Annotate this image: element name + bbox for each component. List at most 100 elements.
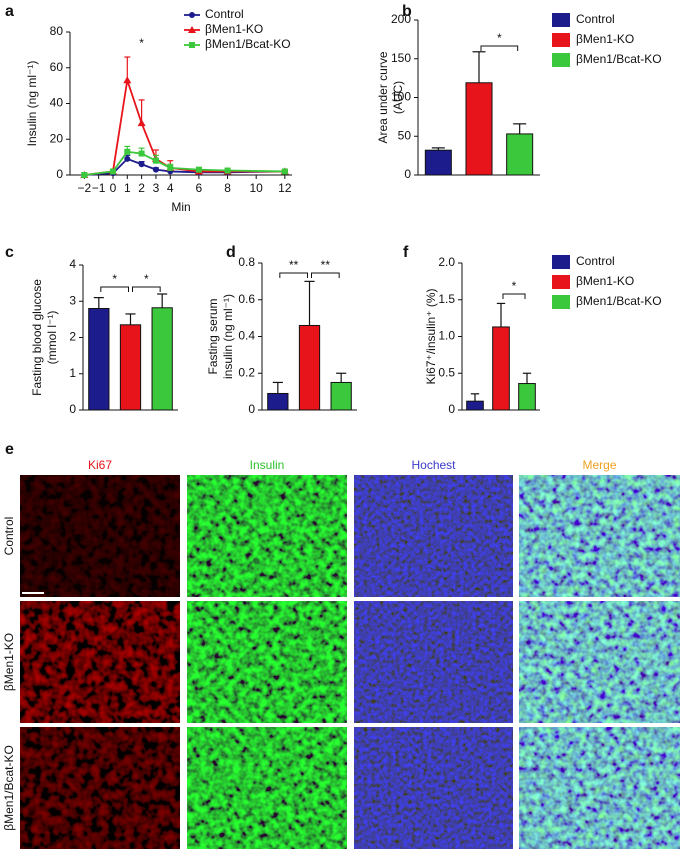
significance-bracket [279,272,308,278]
y-tick-label: 0.4 [238,329,255,343]
annotation: * [512,279,517,293]
significance-bracket [502,293,526,299]
micrograph [354,475,513,597]
marker [152,157,159,164]
significance-bracket [132,286,161,292]
legend-swatch [552,13,570,27]
y-tick-label: 4 [69,257,76,271]
micrograph [187,727,347,849]
panel-label: c [5,244,14,261]
y-axis-label: Area under curve [376,51,390,143]
panel-label: f [403,244,409,261]
x-tick-label: 4 [167,181,174,195]
y-tick-label: 0 [448,402,455,416]
y-tick-label: 150 [391,51,411,65]
legend-swatch [552,275,570,289]
marker [188,26,196,33]
y-tick-label: 2 [69,330,76,344]
legend-label: βMen1-KO [576,32,634,46]
marker [123,76,132,84]
x-tick-label: 6 [196,181,203,195]
bar [518,383,536,411]
annotation: * [144,272,149,286]
y-tick-label: 50 [398,128,412,142]
legend-label: βMen1-KO [205,22,263,36]
y-axis-label: insulin (ng ml⁻¹) [221,294,235,379]
x-tick-label: 2 [138,181,145,195]
column-label: Merge [582,458,616,472]
x-tick-label: 1 [124,181,131,195]
bar [424,149,452,176]
marker [124,155,131,162]
annotation: ** [289,258,299,272]
legend-label: Control [205,7,244,21]
row-label: βMen1-KO [2,633,16,691]
marker [138,150,145,157]
panel-label: a [5,3,14,20]
marker [189,12,195,18]
y-tick-label: 3 [69,293,76,307]
y-tick-label: 60 [50,60,64,74]
y-axis-label: Fasting serum [206,298,220,374]
legend-label: Control [576,254,615,268]
legend-label: βMen1/Bcat-KO [576,294,662,308]
y-tick-label: 1.5 [438,292,455,306]
y-axis-label: Ki67⁺/insulin⁺ (%) [424,288,438,384]
micrograph [20,601,180,723]
column-label: Ki67 [88,458,112,472]
y-tick-label: 0.5 [438,365,455,379]
row-label: βMen1/Bcat-KO [2,745,16,831]
marker [124,148,131,155]
y-tick-label: 0 [404,167,411,181]
y-tick-label: 0 [56,167,63,181]
column-label: Hochest [411,458,456,472]
panel-label: b [402,3,412,20]
legend-label: Control [576,12,615,26]
y-tick-label: 40 [50,96,64,110]
bar [466,400,484,411]
micrograph [354,601,513,723]
bar [119,324,142,411]
y-tick-label: 1 [69,366,76,380]
bar [492,326,510,411]
micrograph [20,727,180,849]
column-label: Insulin [250,458,285,472]
marker [167,164,174,171]
bar [506,133,534,176]
y-tick-label: 200 [391,12,411,26]
marker [281,168,288,175]
micrograph [519,475,680,597]
y-tick-label: 1.0 [438,329,455,343]
y-tick-label: 0.2 [238,365,255,379]
marker [81,172,88,178]
y-tick-label: 20 [50,131,64,145]
x-tick-label: 3 [153,181,160,195]
panel-label: d [226,244,236,261]
annotation: * [497,31,502,45]
annotation: ** [321,258,331,272]
y-axis-label: Insulin (ng ml⁻¹) [25,61,39,147]
series-line [84,79,285,176]
legend-swatch [552,295,570,309]
marker [224,167,231,174]
bar [330,381,352,411]
y-tick-label: 2.0 [438,255,455,269]
legend-swatch [552,53,570,67]
y-tick-label: 0.6 [238,292,255,306]
bar [267,392,289,411]
y-tick-label: 0 [248,402,255,416]
legend-swatch [552,33,570,47]
legend-swatch [552,255,570,269]
x-tick-label: 0 [110,181,117,195]
x-tick-label: −2 [77,181,91,195]
micrograph [519,601,680,723]
marker [152,166,159,173]
annotation: * [112,272,117,286]
row-label: Control [2,517,16,556]
marker [195,166,202,173]
legend-label: βMen1/Bcat-KO [576,52,662,66]
x-tick-label: −1 [92,181,106,195]
y-tick-label: 0.8 [238,255,255,269]
y-tick-label: 80 [50,24,64,38]
